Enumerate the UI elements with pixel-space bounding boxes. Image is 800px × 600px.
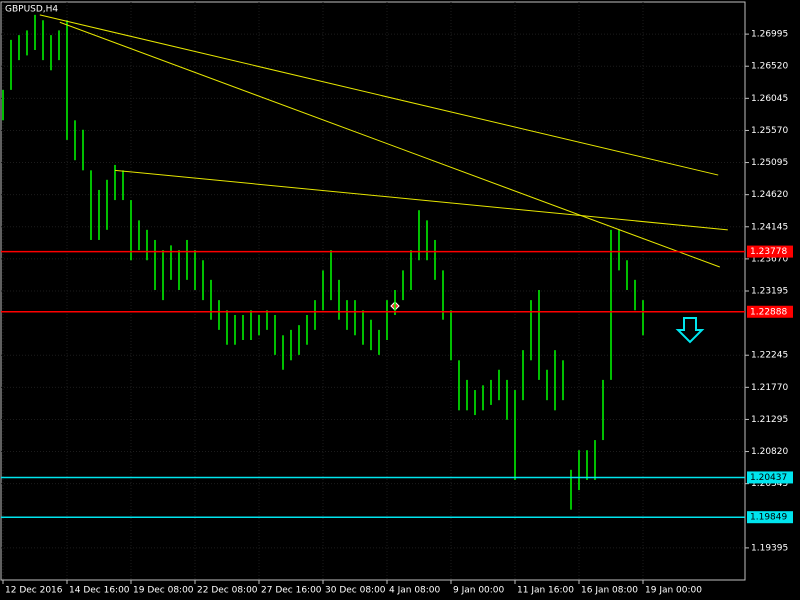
y-tick-label: 1.26520 <box>751 62 788 72</box>
y-tick-label: 1.22245 <box>751 351 788 361</box>
y-tick-label: 1.21770 <box>751 383 788 393</box>
trendline <box>59 21 720 268</box>
trendline <box>114 169 728 231</box>
trendline <box>39 14 719 176</box>
x-tick-label: 30 Dec 08:00 <box>325 586 386 596</box>
level-label-box <box>747 511 793 524</box>
x-tick-label: 22 Dec 08:00 <box>197 586 258 596</box>
x-tick-label: 4 Jan 08:00 <box>389 586 441 596</box>
sell-arrow <box>675 317 705 344</box>
y-tick-label: 1.26995 <box>751 30 788 40</box>
y-tick-label: 1.19395 <box>751 543 788 553</box>
y-tick-label: 1.23670 <box>751 254 788 264</box>
x-tick-label: 19 Jan 00:00 <box>645 586 702 596</box>
level-label-box <box>747 245 793 258</box>
level-label: 1.19849 <box>750 513 787 523</box>
y-tick-label: 1.24145 <box>751 222 788 232</box>
level-label-box <box>747 305 793 318</box>
x-tick-label: 16 Jan 08:00 <box>581 586 638 596</box>
y-tick-label: 1.25095 <box>751 158 788 168</box>
level-label-box <box>747 471 793 484</box>
x-tick-label: 19 Dec 08:00 <box>133 586 194 596</box>
y-tick-label: 1.25570 <box>751 126 788 136</box>
level-label: 1.23778 <box>750 247 787 257</box>
y-tick-label: 1.24620 <box>751 190 788 200</box>
x-tick-label: 27 Dec 16:00 <box>261 586 322 596</box>
x-tick-label: 12 Dec 2016 <box>5 586 63 596</box>
x-tick-label: 9 Jan 00:00 <box>453 586 505 596</box>
y-tick-label: 1.26045 <box>751 94 788 104</box>
x-tick-label: 11 Jan 16:00 <box>517 586 574 596</box>
y-tick-label: 1.20345 <box>751 479 788 489</box>
y-tick-label: 1.21295 <box>751 415 788 425</box>
level-label: 1.22888 <box>750 307 787 317</box>
chart-title: GBPUSD,H4 <box>5 5 58 15</box>
x-tick-label: 14 Dec 16:00 <box>69 586 130 596</box>
y-tick-label: 1.23195 <box>751 287 788 297</box>
y-tick-label: 1.20820 <box>751 447 788 457</box>
level-label: 1.20437 <box>750 473 787 483</box>
